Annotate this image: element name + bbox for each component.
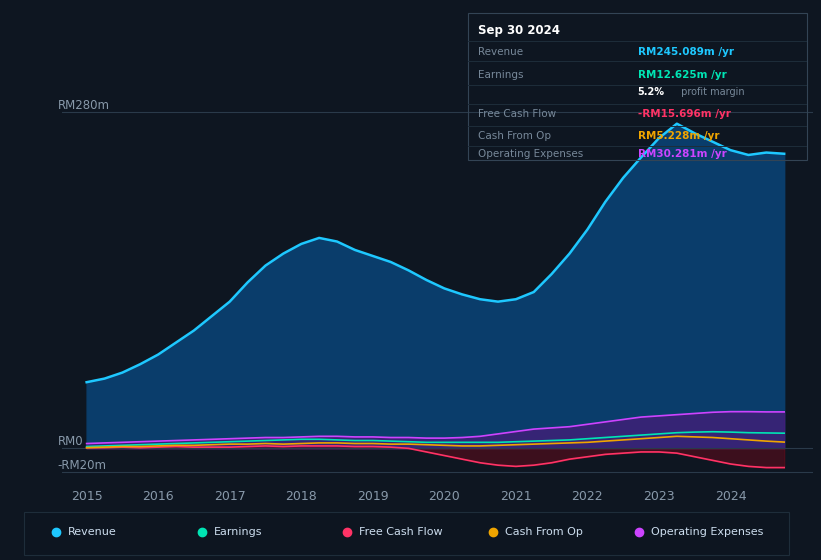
Text: RM30.281m /yr: RM30.281m /yr: [637, 149, 727, 158]
Text: Operating Expenses: Operating Expenses: [478, 149, 584, 158]
Text: Earnings: Earnings: [478, 69, 524, 80]
Text: Revenue: Revenue: [478, 48, 523, 58]
Text: 5.2%: 5.2%: [637, 87, 664, 97]
Text: RM12.625m /yr: RM12.625m /yr: [637, 69, 727, 80]
Text: RM245.089m /yr: RM245.089m /yr: [637, 48, 733, 58]
FancyBboxPatch shape: [25, 512, 789, 554]
Text: Cash From Op: Cash From Op: [478, 131, 551, 141]
Text: Revenue: Revenue: [67, 528, 117, 538]
Text: RM0: RM0: [57, 435, 84, 449]
Text: Earnings: Earnings: [213, 528, 262, 538]
Text: RM5.228m /yr: RM5.228m /yr: [637, 131, 719, 141]
Text: Operating Expenses: Operating Expenses: [651, 528, 764, 538]
Text: Cash From Op: Cash From Op: [505, 528, 583, 538]
Text: Sep 30 2024: Sep 30 2024: [478, 24, 560, 37]
Text: -RM15.696m /yr: -RM15.696m /yr: [637, 109, 731, 119]
Text: -RM20m: -RM20m: [57, 459, 107, 473]
Text: profit margin: profit margin: [678, 87, 745, 97]
Text: RM280m: RM280m: [57, 99, 110, 111]
Text: Free Cash Flow: Free Cash Flow: [478, 109, 557, 119]
Text: Free Cash Flow: Free Cash Flow: [360, 528, 443, 538]
